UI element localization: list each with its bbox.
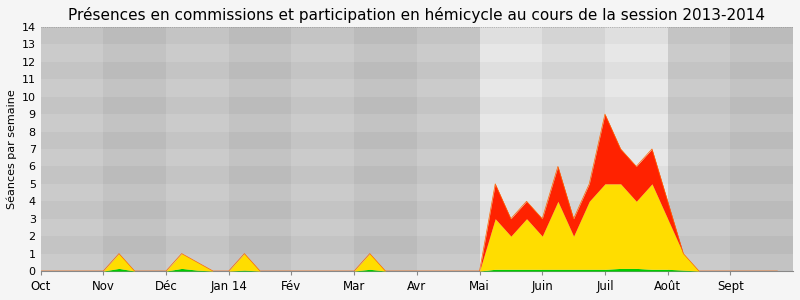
Bar — [41, 184, 793, 201]
Y-axis label: Séances par semaine: Séances par semaine — [7, 89, 18, 209]
Bar — [41, 79, 793, 97]
Bar — [291, 27, 354, 271]
Bar — [41, 167, 793, 184]
Bar — [229, 27, 291, 271]
Bar — [166, 27, 229, 271]
Bar — [41, 254, 793, 271]
Bar — [103, 27, 166, 271]
Bar — [417, 27, 479, 271]
Bar — [41, 97, 793, 114]
Bar — [41, 44, 793, 62]
Bar — [41, 201, 793, 219]
Bar — [41, 114, 793, 131]
Bar — [605, 27, 668, 271]
Bar — [41, 131, 793, 149]
Bar — [41, 27, 103, 271]
Bar — [41, 236, 793, 254]
Bar — [479, 27, 542, 271]
Bar — [41, 219, 793, 236]
Bar — [730, 27, 793, 271]
Bar — [41, 27, 793, 44]
Title: Présences en commissions et participation en hémicycle au cours de la session 20: Présences en commissions et participatio… — [68, 7, 766, 23]
Bar — [41, 62, 793, 79]
Bar — [41, 149, 793, 166]
Bar — [668, 27, 730, 271]
Bar — [354, 27, 417, 271]
Bar — [542, 27, 605, 271]
